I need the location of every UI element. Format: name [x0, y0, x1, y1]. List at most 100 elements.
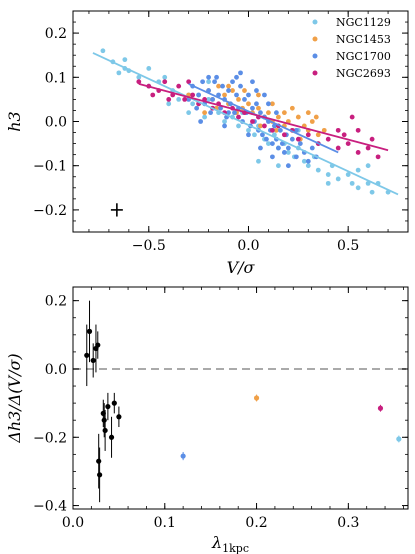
data-point-ngc1129	[285, 150, 291, 155]
fit-line-ngc1700	[188, 83, 339, 154]
data-point	[96, 458, 102, 464]
data-point-ngc1700	[238, 70, 243, 76]
data-point-ngc2693	[335, 127, 341, 133]
data-point-ngc2693	[166, 97, 172, 102]
data-point-ngc1129	[186, 110, 192, 116]
data-point-ngc1700	[234, 74, 239, 80]
data-point-ngc1129	[365, 180, 371, 186]
x-tick-label: 0.5	[337, 238, 359, 254]
data-point-ngc1129	[166, 101, 172, 107]
x-axis-label-subscript: 1kpc	[222, 542, 249, 554]
data-point-ngc1453	[202, 110, 208, 116]
data-point-ngc1700	[281, 150, 287, 155]
data-point	[108, 434, 115, 440]
legend-label-ngc1453: NGC1453	[336, 33, 391, 46]
data-point-ngc1453	[258, 123, 263, 129]
data-point-ngc2693	[136, 79, 142, 85]
data-point-ngc1700	[262, 92, 267, 98]
y-tick-label: −0.4	[33, 499, 67, 515]
y-tick-label: 0.0	[45, 362, 67, 378]
data-point-ngc1453	[315, 132, 321, 138]
data-point-ngc1129	[206, 79, 211, 85]
data-point-ngc2693	[262, 123, 267, 129]
data-point-ngc1453	[275, 114, 281, 120]
x-axis-label-bottom: λ1kpc	[211, 533, 249, 554]
data-point-ngc1453	[242, 88, 247, 93]
data-point	[102, 427, 108, 434]
data-point-ngc1129	[345, 172, 351, 177]
data-point-ngc1453	[216, 83, 221, 89]
data-point-ngc1453	[246, 101, 251, 107]
fit-line-ngc1129	[92, 52, 399, 196]
data-point-ngc2693	[375, 154, 381, 160]
data-point-ngc1700	[266, 101, 271, 107]
data-point-ngc1129	[222, 119, 227, 124]
data-point-ngc1129	[266, 141, 271, 147]
data-point-ngc2693	[325, 136, 331, 142]
data-point-ngc2693	[295, 136, 301, 142]
data-point-ngc2693	[236, 114, 241, 120]
fit-line-ngc2693	[138, 83, 389, 152]
data-point-ngc1700	[180, 453, 186, 459]
data-point-ngc2693	[355, 150, 361, 155]
x-tick-label: 0.3	[337, 515, 359, 531]
data-point-ngc1453	[222, 92, 227, 98]
data-point-ngc1453	[273, 127, 279, 133]
data-point-ngc1700	[279, 141, 285, 147]
data-point-ngc1129	[396, 436, 402, 442]
data-point-ngc2693	[377, 405, 384, 411]
data-point-ngc1129	[315, 167, 321, 173]
data-point-ngc1700	[246, 132, 251, 138]
data-point-ngc1700	[214, 74, 219, 80]
data-point-ngc1129	[325, 172, 331, 177]
y-axis-label: h3	[5, 111, 24, 131]
data-point-ngc1129	[369, 189, 375, 195]
data-point-ngc2693	[176, 83, 182, 89]
legend-marker-ngc1453	[312, 36, 318, 42]
data-point-ngc1129	[162, 74, 168, 80]
y-tick-label: 0.2	[45, 294, 67, 310]
x-axis-label: V/σ	[227, 258, 256, 277]
data-point-ngc2693	[365, 145, 371, 151]
data-point-ngc1129	[365, 163, 371, 169]
data-point-ngc1700	[238, 83, 243, 89]
data-point-ngc1453	[230, 88, 235, 93]
data-point-ngc1700	[297, 141, 303, 147]
data-point-ngc1700	[285, 145, 291, 151]
legend-marker-ngc1129	[312, 19, 318, 25]
data-point-ngc1700	[250, 79, 255, 85]
data-point-ngc1700	[208, 110, 213, 116]
legend-label-ngc1700: NGC1700	[336, 50, 391, 63]
data-point-ngc1700	[254, 88, 259, 93]
data-point-ngc1129	[275, 163, 281, 169]
data-point-ngc1129	[236, 123, 241, 129]
data-point-ngc1129	[305, 163, 311, 169]
data-point-ngc1700	[264, 136, 269, 142]
bottom-axes-frame	[72, 286, 409, 510]
x-tick-label: 0.1	[154, 515, 176, 531]
data-point-ngc1700	[293, 127, 299, 133]
legend-marker-ngc1700	[312, 53, 318, 59]
data-point-ngc1700	[275, 145, 281, 151]
data-point-ngc1129	[190, 101, 196, 107]
data-point-ngc1700	[218, 105, 223, 111]
data-point-ngc1129	[256, 158, 261, 164]
data-point-ngc1700	[309, 145, 315, 151]
data-point-ngc1700	[234, 92, 239, 98]
data-point-ngc1453	[256, 105, 261, 111]
bottom-panel-slope-vs-lambda: 0.0 0.1 0.2 0.3 −0.4 −0.2 0.0 0.2 λ1kpc Δh3/Δ(V/σ…	[5, 286, 409, 554]
data-point-ngc1129	[176, 97, 182, 102]
data-point-ngc2693	[345, 141, 351, 147]
data-point-ngc1129	[355, 167, 361, 173]
data-point-ngc1700	[270, 141, 275, 147]
data-point-ngc1700	[226, 110, 231, 116]
data-point-ngc1700	[200, 79, 206, 85]
data-point-ngc1700	[194, 105, 200, 111]
y-tick-label: 0.2	[45, 26, 67, 42]
data-point-ngc1453	[289, 105, 295, 111]
data-point-ngc1453	[295, 114, 301, 120]
y-tick-label: 0.0	[45, 115, 67, 131]
data-point-ngc1129	[246, 127, 251, 133]
data-point	[86, 328, 93, 334]
